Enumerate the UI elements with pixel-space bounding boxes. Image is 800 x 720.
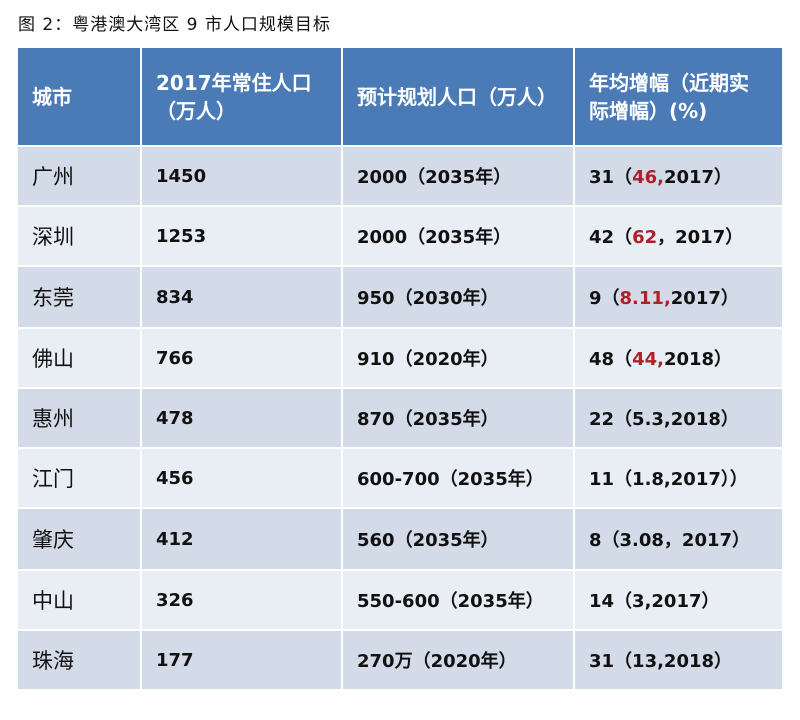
cell-planned: 2000（2035年） [341, 205, 575, 267]
table-row: 江门 456 600-700（2035年） 11（1.8,2017）） [16, 447, 784, 509]
cell-growth: 22（5.3,2018） [573, 387, 784, 449]
cell-growth: 8（3.08，2017） [573, 507, 784, 571]
cell-pop2017: 1450 [140, 145, 343, 207]
cell-pop2017: 834 [140, 265, 343, 329]
table-row: 珠海 177 270万（2020年） 31（13,2018） [16, 629, 784, 691]
header-growth: 年均增幅（近期实际增幅）(%) [573, 46, 784, 147]
cell-planned: 2000（2035年） [341, 145, 575, 207]
table-row: 东莞 834 950（2030年） 9（8.11,2017） [16, 265, 784, 329]
table-row: 佛山 766 910（2020年） 48（44,2018） [16, 327, 784, 389]
growth-year: 2017） [663, 167, 733, 188]
cell-planned: 560（2035年） [341, 507, 575, 571]
cell-growth: 31（46,2017） [573, 145, 784, 207]
cell-city: 深圳 [16, 205, 142, 267]
cell-pop2017: 412 [140, 507, 343, 571]
cell-pop2017: 766 [140, 327, 343, 389]
cell-city: 惠州 [16, 387, 142, 449]
growth-text: 48（ [589, 349, 633, 370]
cell-pop2017: 1253 [140, 205, 343, 267]
cell-planned: 550-600（2035年） [341, 569, 575, 631]
growth-text: 31（13,2018） [589, 651, 733, 672]
growth-text: 42（ [589, 227, 633, 248]
cell-pop2017: 326 [140, 569, 343, 631]
header-planned: 预计规划人口（万人） [341, 46, 575, 147]
cell-city: 广州 [16, 145, 142, 207]
growth-text: 8（3.08，2017） [589, 530, 751, 551]
header-row: 城市 2017年常住人口（万人） 预计规划人口（万人） 年均增幅（近期实际增幅）… [16, 46, 784, 147]
cell-city: 肇庆 [16, 507, 142, 571]
growth-year: 2017） [670, 288, 739, 309]
cell-planned: 600-700（2035年） [341, 447, 575, 509]
cell-city: 中山 [16, 569, 142, 631]
cell-planned: 870（2035年） [341, 387, 575, 449]
growth-year: 2018） [663, 349, 733, 370]
header-city: 城市 [16, 46, 142, 147]
figure-caption: 图 2：粤港澳大湾区 9 市人口规模目标 [18, 15, 331, 35]
growth-text: 9（ [589, 288, 620, 309]
growth-recent-highlight: 46, [632, 167, 664, 188]
table-row: 中山 326 550-600（2035年） 14（3,2017） [16, 569, 784, 631]
table-row: 肇庆 412 560（2035年） 8（3.08，2017） [16, 507, 784, 571]
table-row: 惠州 478 870（2035年） 22（5.3,2018） [16, 387, 784, 449]
growth-text: 31（ [589, 167, 633, 188]
cell-city: 佛山 [16, 327, 142, 389]
cell-growth: 9（8.11,2017） [573, 265, 784, 329]
growth-text: 22（5.3,2018） [589, 409, 739, 430]
cell-pop2017: 456 [140, 447, 343, 509]
header-pop2017: 2017年常住人口（万人） [140, 46, 343, 147]
growth-recent-highlight: 62 [632, 227, 658, 248]
cell-growth: 11（1.8,2017）） [573, 447, 784, 509]
table-row: 广州 1450 2000（2035年） 31（46,2017） [16, 145, 784, 207]
cell-growth: 42（62，2017） [573, 205, 784, 267]
cell-city: 东莞 [16, 265, 142, 329]
growth-year: ，2017） [657, 227, 744, 248]
growth-recent-highlight: 44, [632, 349, 664, 370]
population-table: 城市 2017年常住人口（万人） 预计规划人口（万人） 年均增幅（近期实际增幅）… [16, 46, 784, 691]
table-row: 深圳 1253 2000（2035年） 42（62，2017） [16, 205, 784, 267]
cell-city: 江门 [16, 447, 142, 509]
cell-pop2017: 177 [140, 629, 343, 691]
growth-text: 11（1.8,2017）） [589, 469, 748, 490]
cell-growth: 48（44,2018） [573, 327, 784, 389]
cell-city: 珠海 [16, 629, 142, 691]
cell-planned: 950（2030年） [341, 265, 575, 329]
cell-planned: 270万（2020年） [341, 629, 575, 691]
cell-pop2017: 478 [140, 387, 343, 449]
growth-recent-highlight: 8.11, [619, 288, 671, 309]
cell-planned: 910（2020年） [341, 327, 575, 389]
cell-growth: 14（3,2017） [573, 569, 784, 631]
cell-growth: 31（13,2018） [573, 629, 784, 691]
growth-text: 14（3,2017） [589, 591, 720, 612]
